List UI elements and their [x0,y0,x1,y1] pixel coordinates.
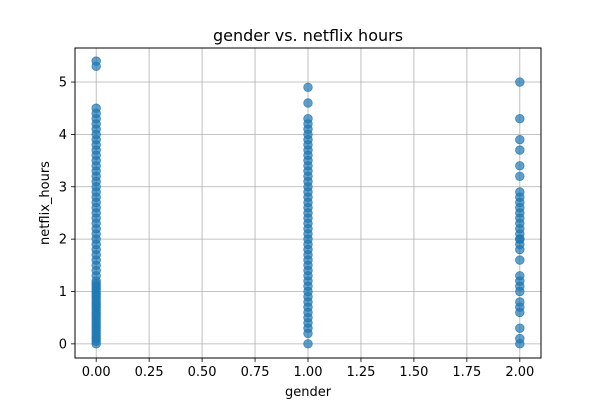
chart-title: gender vs. netflix hours [213,26,403,45]
x-tick-label: 2.00 [505,365,534,380]
x-tick-label: 0.75 [241,365,270,380]
x-axis-ticks: 0.00 0.25 0.50 0.75 1.00 1.25 1.50 1.75 2.00 [82,358,534,380]
data-point [515,145,525,155]
x-tick-label: 0.25 [135,365,164,380]
data-point [515,244,525,255]
x-tick-label: 1.75 [452,365,481,380]
y-axis-label: netflix_hours [38,161,53,245]
data-point [303,339,313,349]
data-point [515,223,525,234]
data-points [91,56,525,349]
data-point [303,82,313,92]
data-point [515,323,525,333]
y-tick-label: 0 [59,337,67,352]
x-tick-label: 1.50 [399,365,428,380]
data-point [515,113,525,124]
data-point [515,77,525,87]
data-point [515,307,525,318]
data-point [303,98,313,108]
y-tick-label: 5 [59,76,67,91]
x-tick-label: 1.00 [294,365,323,380]
data-point [91,278,101,289]
x-tick-label: 0.50 [188,365,217,380]
y-axis-ticks: 0 1 2 3 4 5 [59,76,75,352]
data-point [91,61,101,72]
x-tick-label: 1.25 [346,365,375,380]
x-axis-label: gender [285,385,332,400]
data-point [515,171,525,181]
y-tick-label: 1 [59,285,67,300]
data-point [515,255,525,265]
data-point [515,161,525,171]
data-point [515,281,525,291]
x-tick-label: 0.00 [82,365,111,380]
y-tick-label: 2 [59,233,67,248]
y-tick-label: 4 [59,128,67,143]
data-point [515,134,525,145]
y-tick-label: 3 [59,180,67,195]
data-point [303,328,313,339]
data-point [515,234,525,244]
data-point [515,339,525,349]
